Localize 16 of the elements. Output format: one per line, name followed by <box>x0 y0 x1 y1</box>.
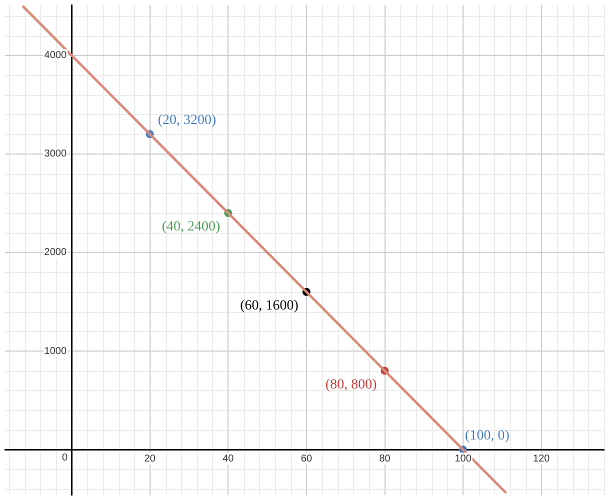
annotation: (20, 3200) <box>158 112 217 128</box>
annotation: (100, 0) <box>465 428 510 444</box>
y-tick-label: 4000 <box>44 50 67 62</box>
x-tick-label: 100 <box>454 453 472 464</box>
y-tick-label: 1000 <box>44 346 67 357</box>
annotation: (80, 800) <box>325 377 378 392</box>
annotation: (60, 1600) <box>240 298 299 314</box>
annotation: (40, 2400) <box>162 220 220 235</box>
x-tick-label: 120 <box>533 453 550 464</box>
y-tick-label: 2000 <box>44 247 67 258</box>
x-tick-label: 80 <box>379 453 391 464</box>
x-tick-label: 20 <box>144 453 156 464</box>
x-tick-label: 40 <box>222 453 234 464</box>
x-tick-label: 0 <box>62 452 68 464</box>
y-tick-label: 3000 <box>44 148 67 160</box>
x-tick-label: 60 <box>300 453 312 464</box>
